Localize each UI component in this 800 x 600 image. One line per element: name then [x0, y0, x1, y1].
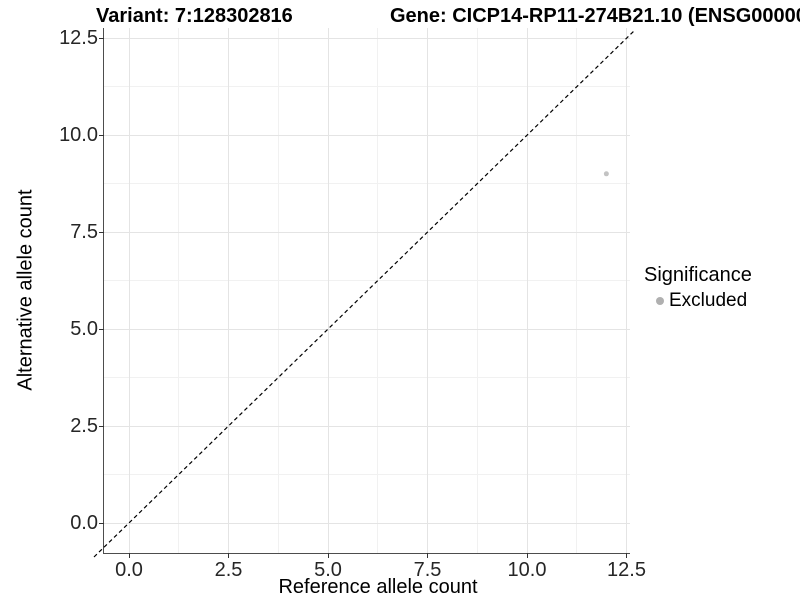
- plot-title-variant: Variant: 7:128302816: [96, 5, 293, 27]
- gridline-major-vertical: [327, 28, 329, 553]
- x-axis-title: Reference allele count: [278, 576, 478, 598]
- gridline-major-horizontal: [104, 522, 630, 524]
- gridline-major-horizontal: [104, 328, 630, 330]
- gridline-minor-vertical: [476, 28, 478, 553]
- legend: Significance Excluded: [644, 263, 752, 312]
- gridline-major-horizontal: [104, 134, 630, 136]
- x-tick-label: 7.5: [413, 559, 442, 581]
- y-tick-label: 0.0: [70, 512, 98, 534]
- gridline-minor-horizontal: [104, 280, 630, 281]
- x-tick-label: 5.0: [314, 559, 342, 581]
- y-axis-tick: [99, 425, 104, 427]
- y-tick-label: 5.0: [70, 318, 98, 340]
- x-tick-label: 12.5: [607, 559, 646, 581]
- gridline-major-horizontal: [104, 37, 630, 39]
- gridline-major-vertical: [128, 28, 130, 553]
- gridline-major-vertical: [626, 28, 627, 553]
- gridline-major-horizontal: [104, 425, 630, 427]
- gridline-minor-horizontal: [104, 183, 630, 184]
- y-axis-title: Alternative allele count: [14, 189, 37, 391]
- x-axis-tick: [327, 553, 329, 558]
- plot-title-gene: Gene: CICP14-RP11-274B21.10 (ENSG00000: [390, 5, 800, 27]
- plot-overlay: [93, 29, 636, 558]
- y-axis-tick: [99, 231, 104, 233]
- y-axis-tick: [99, 522, 104, 524]
- gridline-minor-horizontal: [104, 86, 630, 87]
- gridline-major-vertical: [427, 28, 428, 553]
- gridline-minor-vertical: [377, 28, 378, 553]
- x-axis-tick: [128, 553, 130, 558]
- x-tick-label: 10.0: [507, 559, 547, 581]
- gridline-minor-horizontal: [104, 474, 630, 475]
- gridline-minor-horizontal: [104, 377, 630, 378]
- x-axis-tick: [228, 553, 229, 558]
- y-axis-tick: [99, 134, 104, 136]
- gridline-minor-vertical: [576, 28, 577, 553]
- legend-entry-label: Excluded: [669, 290, 748, 311]
- legend-entry: Excluded: [644, 290, 752, 312]
- gridline-major-horizontal: [104, 231, 630, 233]
- y-tick-label: 12.5: [59, 27, 98, 49]
- x-tick-label: 2.5: [214, 559, 243, 581]
- x-tick-label: 0.0: [115, 559, 143, 581]
- gridline-minor-vertical: [277, 28, 279, 553]
- y-tick-label: 10.0: [59, 124, 98, 146]
- gridline-major-vertical: [228, 28, 229, 553]
- x-axis-tick: [526, 553, 528, 558]
- identity-reference-line: [93, 29, 636, 558]
- gridline-minor-vertical: [178, 28, 179, 553]
- legend-title: Significance: [644, 264, 752, 286]
- y-axis-tick: [99, 328, 104, 330]
- data-point: [603, 171, 609, 177]
- plot-panel: 0.0 2.5 5.0 7.5 10.0 12.5 12.5 10.0 7.5 5.0 2.5 0.0: [59, 27, 646, 581]
- legend-marker-dot-icon: [656, 297, 664, 305]
- y-tick-label: 7.5: [70, 221, 98, 243]
- y-axis-tick: [99, 37, 104, 39]
- x-axis-tick: [626, 553, 627, 558]
- y-tick-label: 2.5: [70, 415, 98, 437]
- points-layer: [603, 171, 609, 177]
- x-axis-tick: [427, 553, 428, 558]
- gridline-major-vertical: [526, 28, 528, 553]
